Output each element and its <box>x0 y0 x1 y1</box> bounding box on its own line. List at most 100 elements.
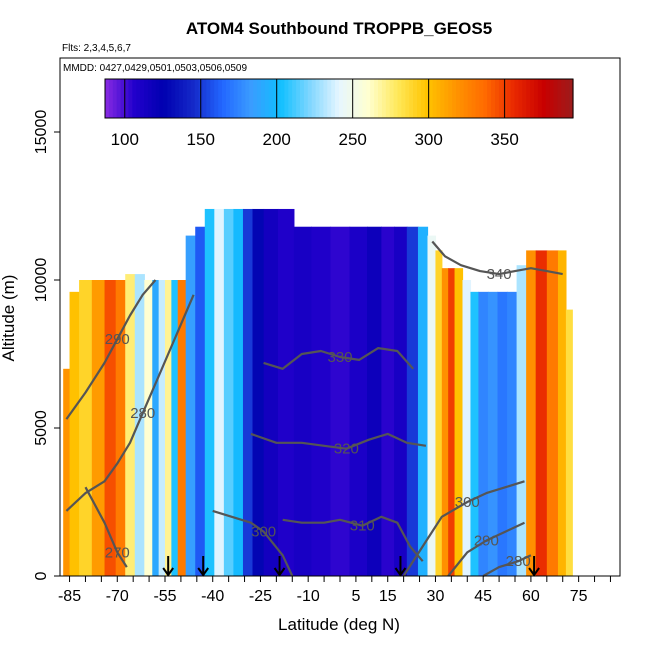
heatmap-column <box>171 280 179 576</box>
colorbar-segment <box>280 79 285 118</box>
heatmap-column <box>349 226 368 576</box>
colorbar-segment <box>194 79 200 118</box>
colorbar-segment <box>518 79 523 118</box>
x-tick-label: 75 <box>570 588 588 605</box>
colorbar-segment <box>163 79 168 118</box>
colorbar-segment <box>179 79 184 118</box>
colorbar-segment <box>541 79 547 118</box>
colorbar-segment <box>245 79 250 118</box>
colorbar-segment <box>276 79 282 118</box>
profile-marker-arrowhead <box>528 567 540 577</box>
y-axis: 0 5000 10000 15000 <box>33 110 60 580</box>
colorbar-segment <box>428 79 434 118</box>
heatmap-column <box>381 226 395 576</box>
x-tick-label: 45 <box>474 588 492 605</box>
heatmap-column <box>185 235 196 576</box>
heatmap-column <box>252 208 265 576</box>
colorbar-segment <box>186 79 192 118</box>
colorbar-segment <box>370 79 375 118</box>
theta-contour-label: 300 <box>455 494 480 511</box>
heatmap-column <box>454 268 464 576</box>
colorbar-segment <box>389 79 395 118</box>
colorbar-segment <box>183 79 188 118</box>
theta-contour-line <box>447 521 525 577</box>
colorbar-segment <box>147 79 153 118</box>
colorbar-segment <box>124 79 129 118</box>
profile-marker-arrowhead <box>197 567 209 577</box>
colorbar-segment <box>202 79 207 118</box>
y-axis-label: Altitude (m) <box>0 275 18 362</box>
colorbar-segment <box>354 79 360 118</box>
colorbar-segment <box>385 79 391 118</box>
colorbar-segment <box>120 79 126 118</box>
colorbar-segment <box>561 79 566 118</box>
heatmap-column <box>557 250 567 576</box>
colorbar-segment <box>257 79 262 118</box>
x-tick-label: -70 <box>106 588 129 605</box>
colorbar-segment <box>171 79 176 118</box>
colorbar-segment <box>229 79 235 118</box>
colorbar: 100 150 200 250 300 350 <box>104 78 574 149</box>
x-axis-label: Latitude (deg N) <box>278 615 400 634</box>
colorbar-segment <box>233 79 239 118</box>
heatmap-column <box>478 291 489 576</box>
colorbar-segment <box>424 79 430 118</box>
heatmap-column <box>470 291 480 576</box>
theta-contour-label: 340 <box>487 266 512 283</box>
heatmap-column <box>214 208 225 576</box>
colorbar-segment <box>296 79 301 118</box>
y-tick-label: 0 <box>33 571 50 580</box>
heatmap-column <box>487 291 499 576</box>
colorbar-tick-label: 150 <box>187 130 215 149</box>
theta-contour-line <box>65 294 195 512</box>
colorbar-segment <box>417 79 422 118</box>
colorbar-segment <box>381 79 387 118</box>
colorbar-segment <box>498 79 504 118</box>
colorbar-segment <box>261 79 266 118</box>
theta-contour-label: 280 <box>130 405 155 422</box>
heatmap-column <box>263 208 279 576</box>
heatmap-column <box>69 291 80 576</box>
colorbar-segment <box>463 79 469 118</box>
heatmap-column <box>91 280 106 576</box>
colorbar-segment <box>514 79 519 118</box>
colorbar-segment <box>397 79 402 118</box>
colorbar-segment <box>303 79 309 118</box>
x-tick-label: -55 <box>153 588 176 605</box>
colorbar-segment <box>565 79 570 118</box>
colorbar-segment <box>487 79 492 118</box>
colorbar-segment <box>479 79 484 118</box>
colorbar-segment <box>214 79 219 118</box>
colorbar-segment <box>467 79 473 118</box>
theta-contour-line <box>263 347 415 370</box>
colorbar-segment <box>405 79 410 118</box>
profile-markers <box>162 556 540 577</box>
dates-label: MMDD: 0427,0429,0501,0503,0506,0509 <box>63 63 247 74</box>
colorbar-segment <box>268 79 274 118</box>
y-tick-label: 5000 <box>33 410 50 446</box>
colorbar-segment <box>366 79 371 118</box>
heatmap-column <box>462 280 472 576</box>
heatmap-column <box>134 274 145 576</box>
colorbar-segment <box>522 79 527 118</box>
heatmap-column <box>435 250 443 576</box>
x-axis: -85 -70 -55 -40 -25 -10 5 15 30 45 60 75 <box>58 576 611 605</box>
colorbar-segment <box>222 79 227 118</box>
heatmap-column <box>144 280 153 576</box>
heatmap-column <box>497 291 508 576</box>
theta-contour-line <box>402 480 525 577</box>
colorbar-segment <box>331 79 336 118</box>
profile-marker-arrowhead <box>394 567 407 577</box>
heatmap-column <box>441 268 449 576</box>
heatmap-column <box>204 208 215 576</box>
colorbar-segment <box>292 79 297 118</box>
heatmap-column <box>233 208 244 576</box>
heatmap-layer <box>63 208 573 576</box>
colorbar-frame <box>104 78 574 119</box>
colorbar-segment <box>327 79 332 118</box>
colorbar-segment <box>358 79 363 118</box>
theta-contour-line <box>212 509 294 577</box>
colorbar-segment <box>175 79 180 118</box>
colorbar-segment <box>432 79 438 118</box>
